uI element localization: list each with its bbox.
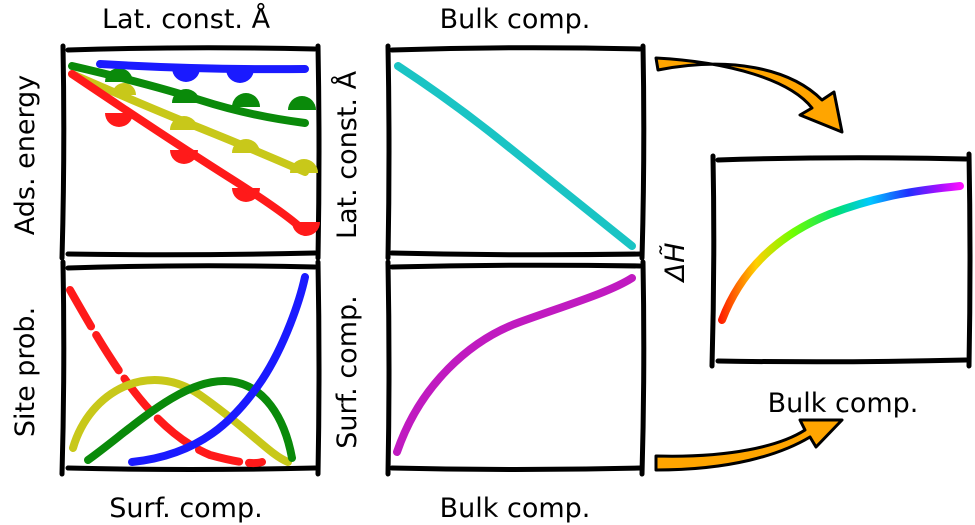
panel5-frame-right (966, 151, 973, 369)
bottom-middle-axis-label: Bulk comp. (440, 493, 591, 524)
bottom-arrow-shaft (654, 418, 844, 472)
arrow-bottom (654, 418, 844, 472)
yellow-probability-curve (69, 376, 292, 466)
green-marker (232, 93, 260, 107)
panel-adsorption-energy (59, 43, 322, 261)
panel4-frame-left (385, 259, 392, 477)
green-energy-curve (68, 62, 309, 127)
panel-site-probability (59, 259, 322, 477)
panel1-frame-top (65, 45, 318, 53)
panel1-frame-right (315, 43, 322, 261)
arrow-top (654, 56, 844, 134)
marker-group (105, 68, 320, 236)
bottom-left-axis-label: Surf. comp. (109, 493, 262, 524)
red-energy-curve (68, 70, 309, 236)
panel2-frame-top (389, 45, 643, 53)
top-left-axis-label: Lat. const. Å (102, 3, 271, 35)
panel3-frame-top (65, 263, 318, 271)
rainbow-enthalpy-curve (718, 182, 964, 324)
panel-lattice-constant (385, 43, 647, 261)
panel3-frame-bottom (65, 465, 318, 472)
green-probability-curve (84, 376, 296, 464)
panel1-frame-bottom (65, 250, 318, 258)
right-bottom-axis-label: Bulk comp. (768, 388, 919, 419)
blue-probability-curve (128, 273, 309, 466)
blue-energy-curve (96, 60, 309, 74)
red-probability-curve (66, 286, 266, 468)
yellow-energy-curve (68, 70, 309, 176)
middle-top-vertical-label: Lat. const. Å (331, 70, 363, 239)
panel2-frame-right (639, 43, 647, 261)
panel4-frame-top (389, 262, 643, 270)
panel5-frame-top (715, 155, 969, 163)
panel4-frame-bottom (389, 465, 643, 472)
panel1-frame-left (59, 43, 67, 261)
right-vertical-axis-label: ΔH̃ (659, 243, 691, 284)
cyan-lattice-curve (394, 62, 636, 250)
panel2-frame-bottom (389, 250, 643, 258)
panel5-frame-left (709, 153, 717, 369)
panel2-frame-left (385, 43, 392, 261)
green-marker (288, 96, 316, 110)
red-marker (105, 113, 133, 127)
panel3-frame-left (59, 259, 67, 477)
panel-surface-composition (385, 259, 647, 477)
magenta-surface-curve (393, 274, 636, 456)
top-arrow-shaft (654, 56, 844, 134)
top-middle-axis-label: Bulk comp. (440, 4, 591, 35)
panel5-frame-bottom (715, 357, 969, 365)
panel-enthalpy (709, 151, 973, 369)
panel4-frame-right (639, 259, 647, 477)
left-bottom-axis-label: Site prob. (10, 307, 41, 437)
middle-bottom-vertical-label: Surf. comp. (332, 295, 363, 448)
panel3-frame-right (315, 259, 322, 477)
left-top-axis-label: Ads. energy (10, 75, 41, 235)
